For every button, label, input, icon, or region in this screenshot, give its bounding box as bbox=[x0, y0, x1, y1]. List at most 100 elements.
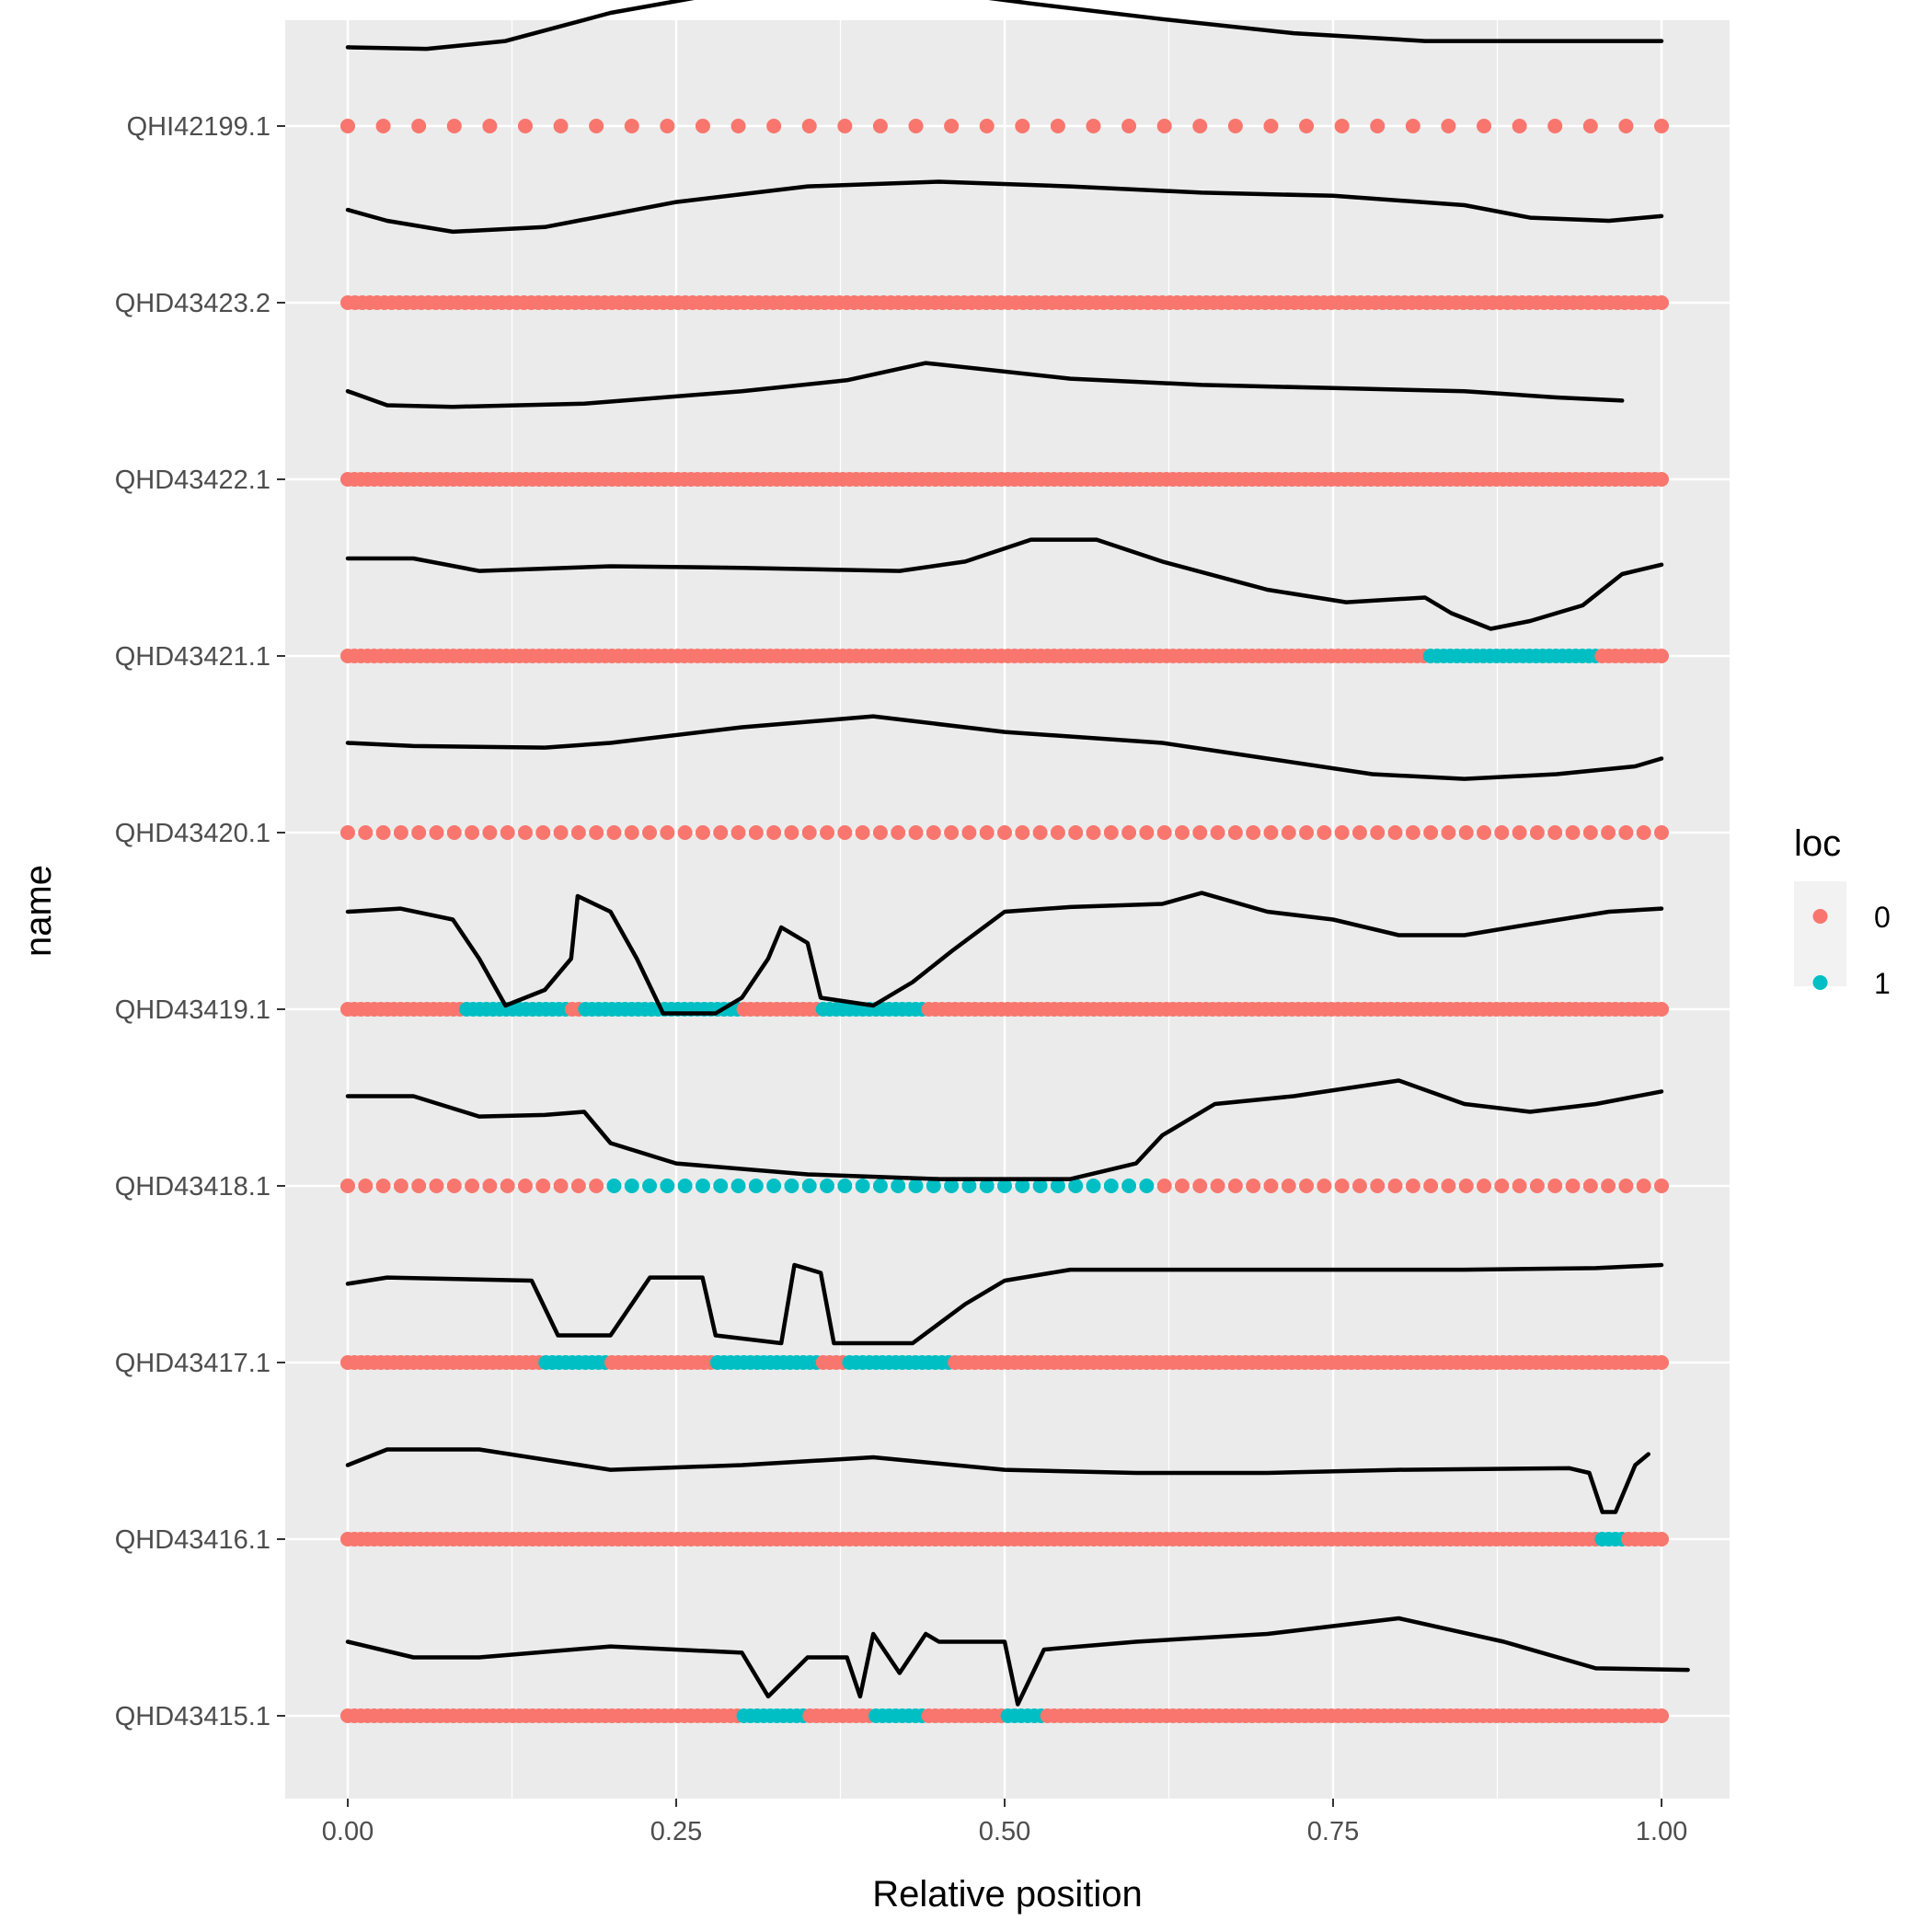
data-point bbox=[1565, 1179, 1581, 1193]
data-point bbox=[979, 825, 995, 840]
data-point bbox=[1441, 119, 1456, 133]
data-point bbox=[1050, 119, 1065, 133]
data-point bbox=[944, 119, 960, 133]
data-point bbox=[1423, 1179, 1439, 1193]
data-point bbox=[1103, 1179, 1119, 1193]
x-tick-label: 0.00 bbox=[322, 1817, 374, 1846]
x-axis-title: Relative position bbox=[872, 1874, 1143, 1915]
data-point bbox=[1050, 825, 1065, 840]
data-point bbox=[713, 1179, 729, 1193]
data-point bbox=[766, 825, 782, 840]
data-point bbox=[908, 825, 924, 840]
data-point bbox=[801, 825, 817, 840]
legend-key-0 bbox=[1794, 881, 1846, 934]
data-point bbox=[1246, 825, 1261, 840]
data-point bbox=[375, 119, 391, 133]
profile-curves bbox=[345, 0, 1690, 1707]
data-point bbox=[535, 1179, 551, 1193]
data-point bbox=[500, 825, 515, 840]
data-point bbox=[1494, 1179, 1510, 1193]
data-point bbox=[1405, 1179, 1420, 1193]
profile-curve bbox=[345, 1262, 1664, 1346]
data-point bbox=[1032, 1179, 1048, 1193]
data-point bbox=[1582, 1179, 1598, 1193]
data-point bbox=[1387, 825, 1403, 840]
data-point bbox=[944, 1179, 960, 1193]
data-point bbox=[695, 119, 710, 133]
data-point bbox=[606, 825, 622, 840]
data-point bbox=[1086, 825, 1101, 840]
data-point bbox=[1351, 1179, 1367, 1193]
data-point bbox=[961, 825, 977, 840]
data-point bbox=[1654, 649, 1669, 663]
data-point bbox=[500, 1179, 515, 1193]
data-point bbox=[393, 1179, 408, 1193]
data-point bbox=[482, 825, 498, 840]
data-point bbox=[535, 825, 551, 840]
data-point bbox=[1529, 1179, 1545, 1193]
data-point bbox=[1086, 1179, 1101, 1193]
legend-label-0: 0 bbox=[1874, 901, 1891, 934]
profile-curve bbox=[345, 891, 1664, 1016]
data-point bbox=[1405, 825, 1420, 840]
data-point bbox=[517, 825, 533, 840]
data-point bbox=[837, 119, 853, 133]
y-axis-title: name bbox=[18, 865, 59, 957]
data-point bbox=[1636, 1179, 1651, 1193]
data-point bbox=[1547, 119, 1563, 133]
legend: loc 0 1 bbox=[1794, 823, 1891, 1000]
minor-gridlines bbox=[511, 20, 1499, 1799]
data-point bbox=[553, 825, 569, 840]
y-tick-label: QHD43416.1 bbox=[115, 1525, 270, 1555]
data-point bbox=[1068, 825, 1084, 840]
data-point bbox=[766, 1179, 782, 1193]
data-point bbox=[926, 825, 941, 840]
data-point bbox=[1458, 1179, 1474, 1193]
data-point bbox=[801, 1179, 817, 1193]
data-point bbox=[393, 825, 408, 840]
data-point bbox=[1387, 1179, 1403, 1193]
data-point bbox=[1529, 825, 1545, 840]
data-point bbox=[748, 1179, 764, 1193]
data-point bbox=[1121, 825, 1137, 840]
profile-curve bbox=[345, 1616, 1690, 1707]
data-point bbox=[1423, 825, 1439, 840]
profile-curve bbox=[345, 1447, 1650, 1514]
data-point bbox=[465, 1179, 480, 1193]
data-point bbox=[465, 825, 480, 840]
data-point bbox=[1246, 1179, 1261, 1193]
data-point bbox=[1582, 119, 1598, 133]
data-point bbox=[1281, 825, 1296, 840]
data-point bbox=[837, 1179, 853, 1193]
x-axis: 0.00 0.25 0.50 0.75 1.00 bbox=[322, 1799, 1687, 1846]
data-point bbox=[1654, 119, 1669, 133]
data-point bbox=[446, 119, 462, 133]
data-point bbox=[446, 825, 462, 840]
data-point bbox=[713, 825, 729, 840]
y-tick-label: QHD43417.1 bbox=[115, 1349, 270, 1378]
data-point bbox=[340, 1179, 355, 1193]
data-point bbox=[872, 119, 888, 133]
data-point bbox=[1210, 1179, 1225, 1193]
data-point bbox=[1458, 825, 1474, 840]
data-point bbox=[695, 825, 710, 840]
data-point bbox=[1654, 1708, 1669, 1723]
profile-curve bbox=[345, 179, 1664, 235]
data-point bbox=[660, 119, 675, 133]
data-point bbox=[1210, 825, 1225, 840]
data-point bbox=[606, 1179, 622, 1193]
data-point bbox=[872, 825, 888, 840]
data-point bbox=[1477, 119, 1492, 133]
data-point bbox=[1370, 1179, 1386, 1193]
data-point bbox=[642, 1179, 658, 1193]
data-point bbox=[589, 1179, 604, 1193]
data-point bbox=[1299, 1179, 1315, 1193]
data-point bbox=[926, 1179, 941, 1193]
data-point bbox=[1547, 1179, 1563, 1193]
data-point bbox=[429, 825, 444, 840]
profile-curve bbox=[345, 1078, 1664, 1181]
data-point bbox=[1334, 1179, 1350, 1193]
data-point bbox=[1156, 119, 1172, 133]
y-tick-label: QHD43423.2 bbox=[115, 289, 270, 318]
